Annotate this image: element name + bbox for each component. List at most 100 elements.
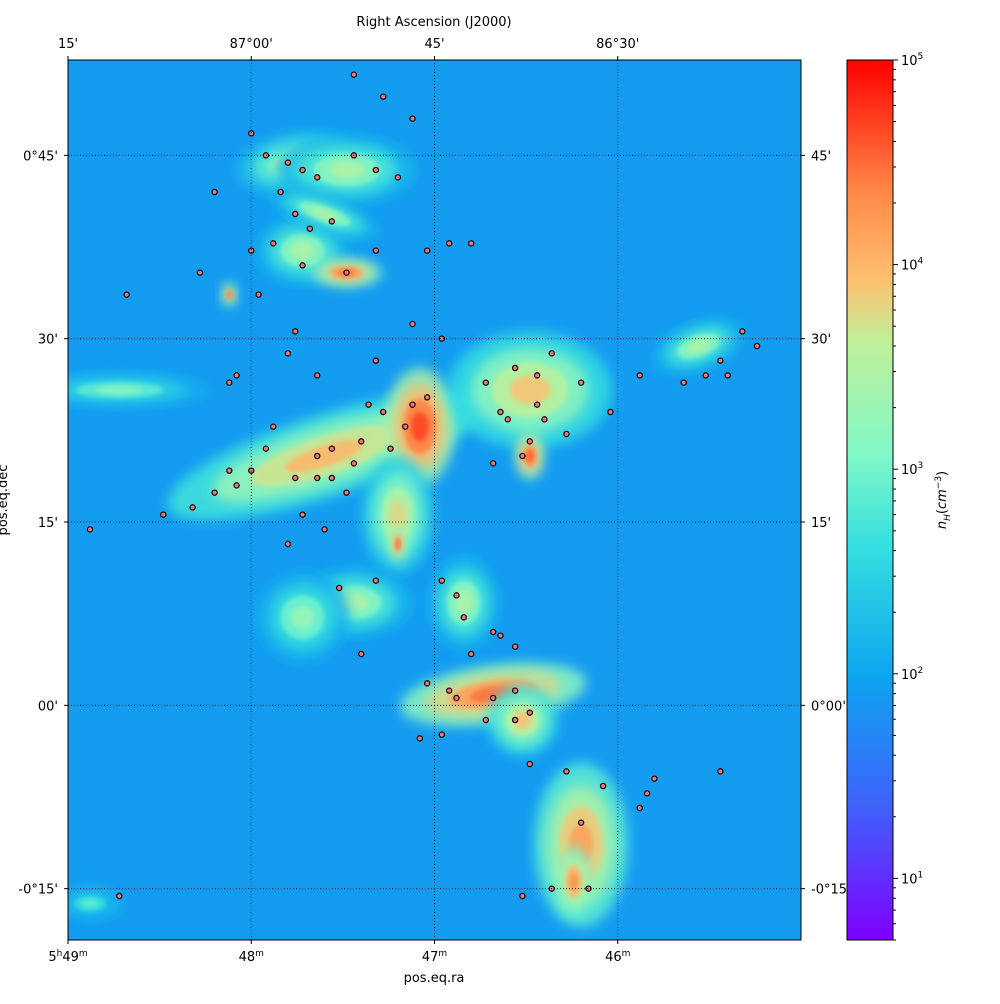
source-marker	[416, 735, 424, 742]
source-marker	[372, 577, 380, 584]
source-marker	[453, 694, 460, 702]
source-marker	[226, 379, 233, 386]
colorbar-tick-label: 102	[901, 666, 923, 683]
source-marker	[387, 445, 394, 452]
source-marker	[489, 628, 497, 636]
source-marker	[423, 680, 431, 687]
source-marker	[651, 775, 658, 782]
source-marker	[482, 716, 490, 724]
source-marker	[248, 247, 255, 254]
source-marker	[541, 416, 548, 423]
density-clump	[487, 684, 558, 756]
density-clump	[556, 846, 592, 917]
source-marker	[497, 408, 504, 416]
source-marker	[379, 408, 387, 416]
source-marker	[409, 115, 416, 122]
source-marker	[548, 350, 555, 357]
colorbar-label: nH(cm−3)	[934, 471, 953, 529]
source-marker	[739, 328, 746, 335]
left-tick-label: 15'	[38, 516, 58, 531]
source-marker	[233, 482, 240, 489]
source-marker	[196, 269, 204, 276]
density-clump	[400, 662, 587, 727]
source-marker	[577, 819, 585, 826]
right-tick-label: 15'	[811, 516, 831, 531]
right-tick-label: 30'	[811, 333, 831, 348]
top-axis-label: Right Ascension (J2000)	[356, 15, 511, 30]
source-marker	[511, 687, 519, 694]
left-tick-label: -0°15'	[18, 883, 58, 898]
source-marker	[504, 416, 511, 423]
source-marker	[270, 240, 277, 247]
source-marker	[233, 372, 240, 379]
source-marker	[306, 225, 314, 232]
density-clump	[255, 570, 350, 665]
colorbar-ticks: 101 102 103 104 105	[893, 52, 924, 941]
density-clump	[276, 134, 417, 206]
density-level	[687, 339, 710, 353]
density-level	[509, 375, 551, 405]
density-clump	[269, 188, 380, 240]
source-marker	[343, 269, 350, 276]
source-marker	[724, 372, 731, 379]
source-marker	[123, 291, 130, 298]
source-marker	[394, 174, 402, 181]
source-marker	[365, 401, 372, 408]
source-marker	[328, 474, 336, 482]
source-marker	[284, 350, 292, 357]
source-marker	[533, 372, 541, 379]
source-marker	[453, 592, 460, 599]
source-marker	[577, 379, 585, 386]
source-marker	[211, 489, 218, 496]
source-marker	[643, 790, 651, 797]
source-marker	[438, 731, 446, 738]
source-marker	[519, 452, 526, 460]
source-marker	[460, 614, 468, 621]
source-marker	[379, 93, 387, 100]
top-tick-label: 45'	[424, 37, 444, 52]
top-tick-label: 15'	[58, 37, 78, 52]
density-level	[396, 539, 400, 549]
source-marker	[511, 716, 519, 724]
source-marker	[350, 71, 358, 78]
source-marker	[321, 526, 328, 533]
source-marker	[423, 247, 431, 254]
density-level	[455, 590, 473, 615]
source-marker	[489, 460, 497, 467]
source-marker	[636, 372, 643, 379]
density-level	[285, 439, 364, 473]
source-marker	[599, 782, 607, 790]
source-marker	[299, 166, 306, 174]
source-marker	[372, 247, 380, 254]
source-marker	[497, 632, 504, 639]
bottom-tick-label: 5h49m	[48, 949, 87, 965]
x-axis-label: pos.eq.ra	[404, 971, 465, 986]
source-marker	[292, 474, 299, 482]
grid	[67, 60, 801, 940]
right-tick-label: -0°15'	[811, 883, 851, 898]
source-marker	[438, 577, 446, 584]
source-marker	[511, 643, 519, 650]
source-marker	[343, 489, 350, 496]
source-marker	[358, 438, 365, 445]
source-marker	[438, 335, 446, 342]
source-marker	[607, 408, 614, 416]
source-marker	[314, 474, 321, 482]
right-tick-label: 45'	[811, 149, 831, 164]
source-marker	[189, 504, 196, 511]
source-marker	[526, 709, 533, 716]
source-marker	[299, 511, 306, 518]
source-marker	[328, 445, 336, 452]
source-marker	[86, 526, 94, 533]
density-level	[81, 898, 99, 908]
source-marker	[526, 760, 533, 768]
colorbar-tick-label: 105	[901, 52, 923, 69]
source-marker	[533, 401, 541, 408]
density-level	[389, 500, 407, 530]
top-tick-label: 87°00'	[230, 37, 273, 52]
source-marker	[717, 357, 724, 364]
density-clump	[390, 526, 405, 562]
source-marker	[445, 240, 453, 247]
